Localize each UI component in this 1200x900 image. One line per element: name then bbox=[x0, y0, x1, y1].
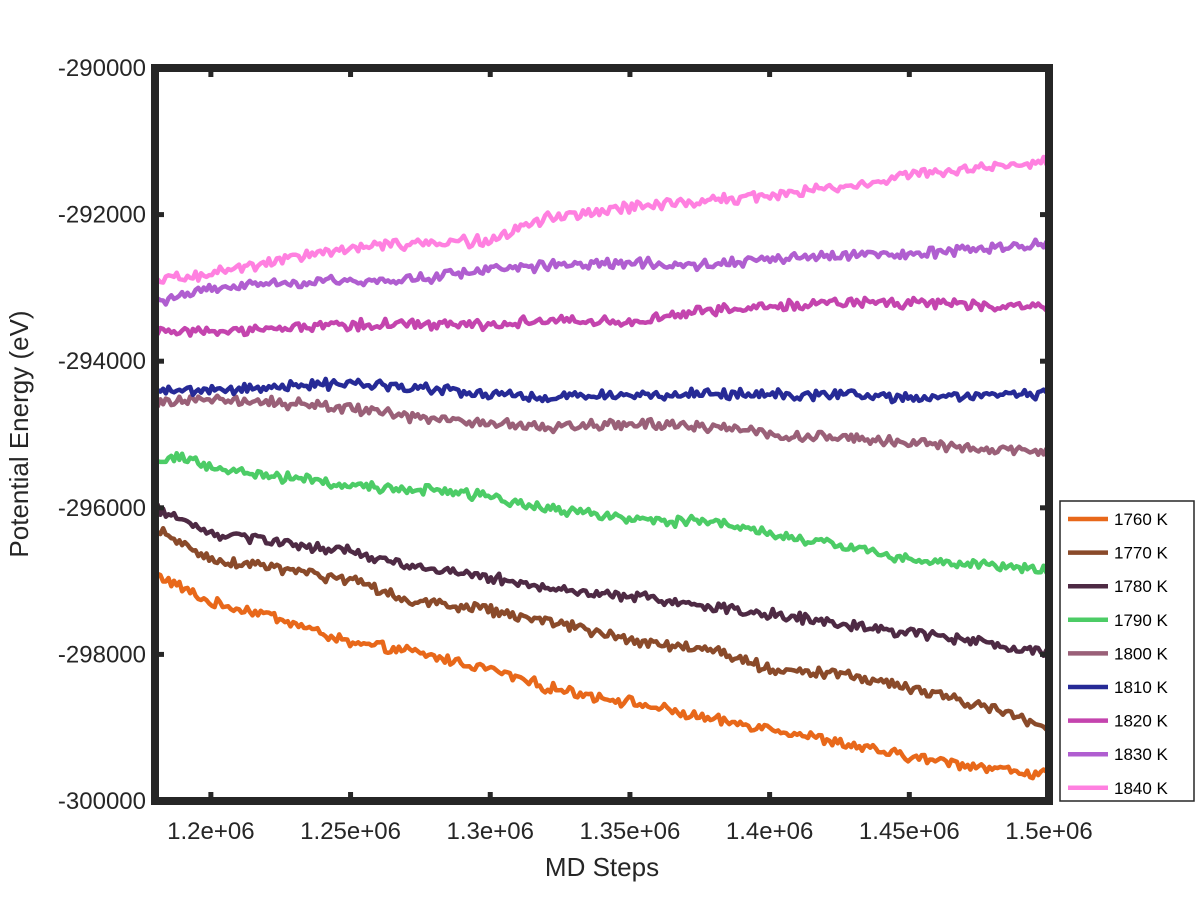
legend-label: 1780 K bbox=[1114, 577, 1169, 596]
x-tick-label: 1.45e+06 bbox=[859, 818, 960, 845]
x-tick-label: 1.2e+06 bbox=[167, 818, 254, 845]
x-tick-label: 1.4e+06 bbox=[726, 818, 813, 845]
y-tick-label: -292000 bbox=[58, 202, 146, 229]
y-tick-label: -290000 bbox=[58, 55, 146, 82]
series-line-1760-k bbox=[152, 571, 1052, 781]
x-tick-label: 1.3e+06 bbox=[447, 818, 534, 845]
series-line-1830-k bbox=[152, 237, 1052, 307]
series-line-1820-k bbox=[152, 295, 1052, 338]
ticks-layer: 1.2e+06 1.25e+06 1.3e+06 1.35e+06 1.4e+06 1.4… bbox=[58, 55, 1093, 845]
y-tick-label: -298000 bbox=[58, 641, 146, 668]
x-tick-label: 1.25e+06 bbox=[300, 818, 401, 845]
x-tick-label: 1.35e+06 bbox=[580, 818, 681, 845]
series-line-1840-k bbox=[152, 154, 1052, 285]
series-line-1790-k bbox=[152, 450, 1052, 575]
legend-label: 1800 K bbox=[1114, 644, 1169, 663]
series-line-1810-k bbox=[152, 376, 1052, 405]
series-layer bbox=[152, 154, 1052, 781]
series-line-1800-k bbox=[152, 393, 1052, 458]
legend-items: 1760 K 1770 K 1780 K 1790 K 1800 K 1810 K 1820… bbox=[1068, 510, 1169, 798]
legend-label: 1820 K bbox=[1114, 712, 1169, 731]
y-axis-title: Potential Energy (eV) bbox=[4, 310, 34, 557]
y-tick-label: -294000 bbox=[58, 348, 146, 375]
y-tick-label: -300000 bbox=[58, 788, 146, 815]
legend-label: 1790 K bbox=[1114, 611, 1169, 630]
legend: 1760 K 1770 K 1780 K 1790 K 1800 K 1810 K 1820… bbox=[1059, 500, 1195, 802]
legend-label: 1810 K bbox=[1114, 678, 1169, 697]
plot-frame bbox=[151, 64, 1053, 805]
y-tick-label: -296000 bbox=[58, 495, 146, 522]
x-axis-title: MD Steps bbox=[545, 852, 659, 882]
legend-label: 1840 K bbox=[1114, 779, 1169, 798]
legend-label: 1770 K bbox=[1114, 544, 1169, 563]
x-tick-label: 1.5e+06 bbox=[1005, 818, 1092, 845]
legend-label: 1830 K bbox=[1114, 745, 1169, 764]
legend-label: 1760 K bbox=[1114, 510, 1169, 529]
series-line-1770-k bbox=[152, 525, 1052, 732]
series-line-1780-k bbox=[152, 502, 1052, 659]
